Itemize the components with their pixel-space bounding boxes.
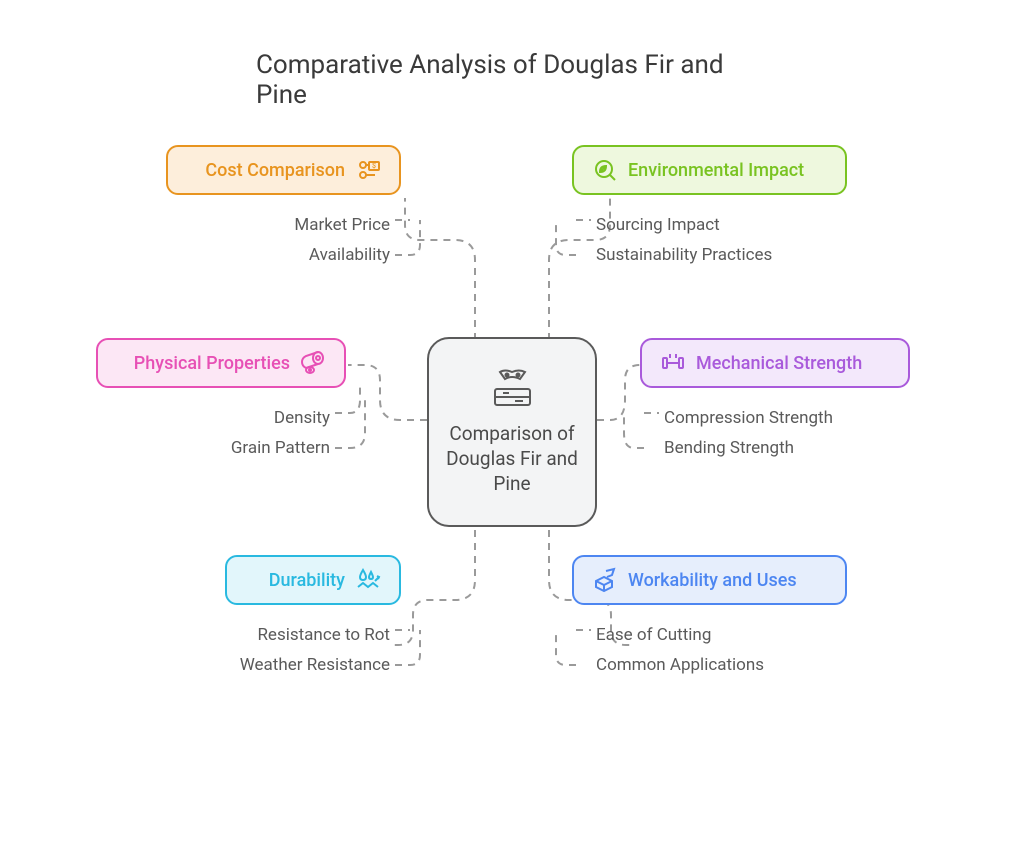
- mechanical-label: Mechanical Strength: [696, 353, 862, 374]
- workability-label: Workability and Uses: [628, 570, 797, 591]
- branch-workability: Workability and Uses Ease of Cutting Com…: [572, 555, 847, 605]
- water-resist-icon: [355, 567, 381, 593]
- branch-cost: Cost Comparison $ Market Price Availabil…: [166, 145, 401, 195]
- physical-sub1: Density: [231, 408, 330, 428]
- workability-sub2: Common Applications: [596, 655, 764, 675]
- durability-box: Durability: [225, 555, 401, 605]
- physical-box: Physical Properties: [96, 338, 346, 388]
- mechanical-sub2: Bending Strength: [664, 438, 833, 458]
- cost-icon: $: [355, 157, 381, 183]
- center-label: Comparison of Douglas Fir and Pine: [444, 422, 580, 496]
- durability-sub1: Resistance to Rot: [240, 625, 390, 645]
- center-node: Comparison of Douglas Fir and Pine: [427, 337, 597, 527]
- wood-icon: [485, 367, 540, 412]
- env-sub1: Sourcing Impact: [596, 215, 772, 235]
- log-icon: [300, 350, 326, 376]
- leaf-search-icon: [592, 157, 618, 183]
- cost-sub1: Market Price: [294, 215, 390, 235]
- workability-box: Workability and Uses: [572, 555, 847, 605]
- env-sub2: Sustainability Practices: [596, 245, 772, 265]
- branch-env: Environmental Impact Sourcing Impact Sus…: [572, 145, 847, 195]
- env-label: Environmental Impact: [628, 160, 804, 181]
- cost-box: Cost Comparison $: [166, 145, 401, 195]
- durability-sub2: Weather Resistance: [240, 655, 390, 675]
- branch-physical: Physical Properties Density Grain Patter…: [96, 338, 346, 388]
- mechanical-sub1: Compression Strength: [664, 408, 833, 428]
- branch-mechanical: Mechanical Strength Compression Strength…: [640, 338, 910, 388]
- mechanical-box: Mechanical Strength: [640, 338, 910, 388]
- physical-label: Physical Properties: [134, 353, 290, 374]
- cost-sub2: Availability: [294, 245, 390, 265]
- env-box: Environmental Impact: [572, 145, 847, 195]
- box-tool-icon: [592, 567, 618, 593]
- cost-label: Cost Comparison: [205, 160, 345, 181]
- durability-label: Durability: [269, 570, 345, 591]
- svg-text:$: $: [372, 162, 376, 170]
- workability-sub1: Ease of Cutting: [596, 625, 764, 645]
- dumbbell-icon: [660, 350, 686, 376]
- page-title: Comparative Analysis of Douglas Fir and …: [256, 50, 768, 110]
- physical-sub2: Grain Pattern: [231, 438, 330, 458]
- branch-durability: Durability Resistance to Rot Weather Res…: [225, 555, 401, 605]
